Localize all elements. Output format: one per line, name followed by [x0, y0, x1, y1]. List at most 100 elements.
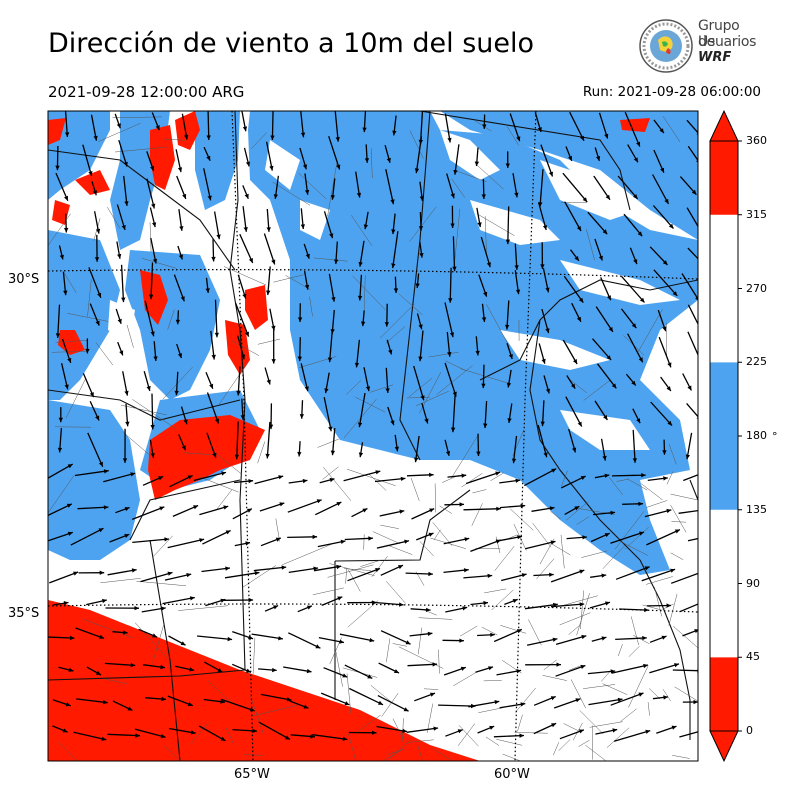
- county-border: [670, 504, 687, 533]
- county-border: [502, 753, 522, 761]
- county-border: [406, 397, 430, 399]
- county-border: [314, 257, 348, 262]
- wind-arrow-head: [212, 452, 217, 458]
- wind-arrow-head: [327, 357, 333, 363]
- wind-arrow-head: [103, 469, 109, 474]
- wind-arrow-head: [131, 568, 137, 573]
- wind-arrow-head: [98, 528, 104, 533]
- wind-arrow-head: [58, 417, 63, 423]
- wind-arrow: [537, 424, 548, 458]
- wind-arrow-head: [556, 662, 561, 667]
- wind-arrow-head: [418, 324, 423, 330]
- wind-arrow: [118, 139, 128, 167]
- wind-arrow: [376, 540, 410, 549]
- wind-arrow: [265, 141, 273, 171]
- wind-arrow-head: [578, 297, 584, 303]
- wind-arrow-head: [419, 196, 424, 201]
- wind-arrow-head: [489, 725, 495, 730]
- wind-arrow: [202, 529, 231, 545]
- county-border: [485, 736, 500, 746]
- province-border-5: [129, 479, 241, 541]
- wind-arrow-head: [246, 508, 252, 513]
- county-border: [345, 568, 347, 584]
- wind-arrow: [687, 145, 698, 162]
- wind-arrow-head: [432, 662, 438, 667]
- wind-arrow-head: [520, 503, 526, 509]
- county-border: [190, 722, 210, 745]
- white-gap-0: [440, 130, 500, 180]
- county-border: [569, 665, 582, 671]
- wind-arrow-head: [514, 265, 519, 270]
- wind-arrow: [203, 168, 212, 201]
- county-border: [561, 470, 568, 487]
- wind-arrow-head: [643, 663, 648, 669]
- county-border: [491, 589, 514, 611]
- wind-arrow-head: [335, 137, 340, 142]
- wind-arrow-head: [705, 507, 710, 511]
- wind-arrow-head: [102, 598, 107, 604]
- wind-arrow: [454, 144, 460, 175]
- wind-arrow: [493, 628, 523, 643]
- wind-arrow: [146, 178, 155, 209]
- county-border: [551, 543, 571, 556]
- wind-arrow-head: [633, 194, 638, 199]
- wind-arrow-head: [146, 385, 151, 391]
- wind-arrow: [317, 540, 346, 548]
- wind-arrow-head: [99, 634, 105, 639]
- wind-arrow-head: [330, 329, 335, 334]
- province-border-8: [529, 319, 641, 561]
- wind-arrow: [681, 273, 698, 301]
- wind-arrow: [210, 330, 215, 360]
- county-border: [645, 500, 668, 508]
- wind-arrow-head: [605, 194, 610, 200]
- lat-label-35s: 35°S: [8, 606, 40, 621]
- wind-arrow: [624, 111, 641, 147]
- wind-arrow-head: [300, 132, 306, 138]
- wind-arrow-head: [297, 317, 303, 322]
- wind-arrow-head: [425, 607, 431, 612]
- county-border: [231, 340, 260, 356]
- wind-arrow-head: [240, 354, 246, 360]
- wind-arrow-head: [451, 427, 456, 433]
- wind-arrow-head: [505, 239, 511, 245]
- wind-arrow: [610, 531, 645, 544]
- wind-arrow-head: [340, 539, 346, 544]
- wind-arrow-head: [158, 476, 164, 481]
- wind-arrow: [493, 734, 525, 738]
- wind-arrow-head: [124, 201, 129, 206]
- wind-arrow-head: [636, 418, 641, 424]
- wind-arrow: [563, 275, 584, 303]
- county-border: [348, 569, 361, 592]
- wind-arrow: [239, 233, 254, 264]
- wind-arrow-head: [337, 596, 343, 601]
- wind-arrow-head: [217, 668, 223, 673]
- county-border: [576, 593, 590, 636]
- wind-arrow-head: [130, 662, 136, 668]
- wind-arrow: [287, 536, 318, 539]
- wind-arrow-head: [662, 326, 667, 332]
- wind-arrow-head: [179, 226, 184, 231]
- wind-arrow-head: [123, 161, 128, 167]
- wind-arrow: [670, 572, 698, 584]
- wind-arrow-head: [519, 733, 524, 738]
- wind-arrow-head: [644, 566, 650, 571]
- wind-arrow-head: [167, 571, 173, 576]
- wind-arrow-head: [220, 699, 225, 704]
- wind-arrow-head: [475, 350, 480, 356]
- wind-arrow-head: [632, 458, 637, 463]
- county-border: [601, 670, 611, 682]
- wind-arrow: [595, 306, 614, 333]
- county-border: [668, 593, 678, 626]
- county-border: [163, 745, 182, 761]
- graticule: [48, 111, 698, 761]
- red-direction-region: [48, 111, 650, 761]
- wind-arrow-head: [578, 729, 584, 734]
- county-border: [515, 687, 536, 713]
- wind-arrow-head: [664, 198, 669, 204]
- county-border: [370, 148, 373, 179]
- county-border: [327, 163, 338, 217]
- county-border: [141, 258, 177, 269]
- wind-arrow-head: [152, 222, 157, 228]
- wind-arrow-head: [189, 596, 195, 601]
- wind-arrow-head: [420, 395, 425, 401]
